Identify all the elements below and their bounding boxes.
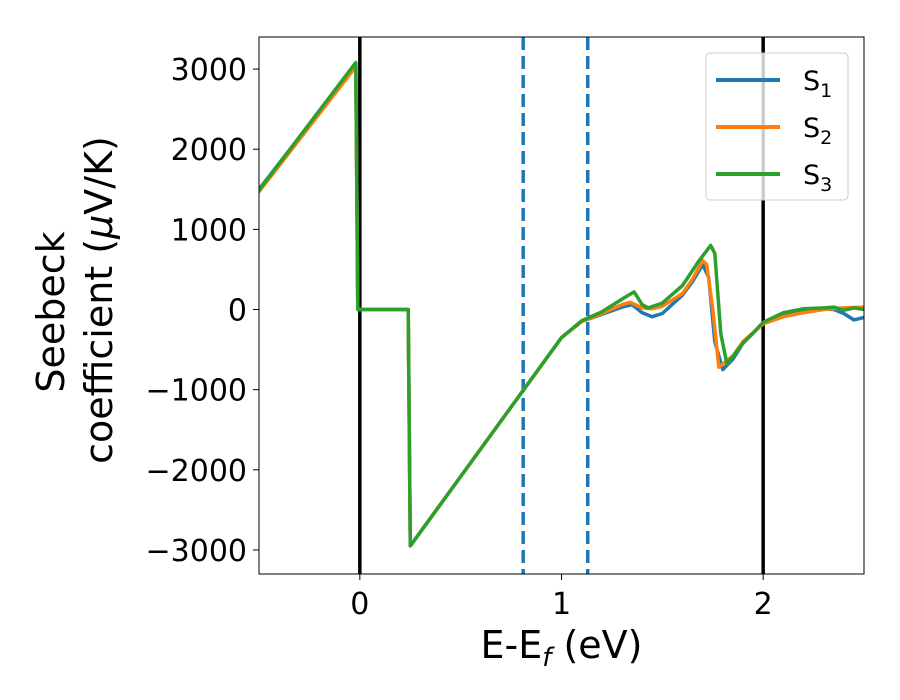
y-tick-label: −3000 [146,534,247,569]
x-tick-label: 1 [552,587,571,622]
y-tick-label: 3000 [171,53,247,88]
y-axis: 3000 2000 1000 0 −1000 −2000 −3000 [146,53,259,569]
series-layer [259,60,864,548]
x-tick-label: 2 [754,587,773,622]
y-axis-label-unit: V/K) [77,136,121,215]
y-tick-label: 0 [228,294,247,329]
y-axis-label-mu: μ [77,215,121,240]
y-axis-label-line2: coefficient (μV/K) [77,136,121,464]
y-axis-label: Seebeck coefficient (μV/K) [29,136,121,464]
x-tick-label: 0 [350,587,369,622]
y-tick-label: −1000 [146,374,247,409]
x-axis-label-main: E-E [481,623,543,667]
y-axis-label-line1: Seebeck [29,231,73,392]
y-tick-label: 1000 [171,213,247,248]
series-line-3 [259,60,864,548]
y-axis-label-text: coefficient ( [77,239,121,464]
legend-label-1: S1 [803,66,832,102]
y-tick-label: −2000 [146,454,247,489]
legend-label-2: S2 [803,113,832,149]
x-axis-label-unit: (eV) [551,623,642,667]
reference-lines [358,37,765,574]
x-axis-label: E-Ef (eV) [481,623,643,673]
y-tick-label: 2000 [171,133,247,168]
x-axis: 0 1 2 [350,574,773,622]
legend-label-3: S3 [803,160,832,196]
legend: S1 S2 S3 [705,52,849,201]
